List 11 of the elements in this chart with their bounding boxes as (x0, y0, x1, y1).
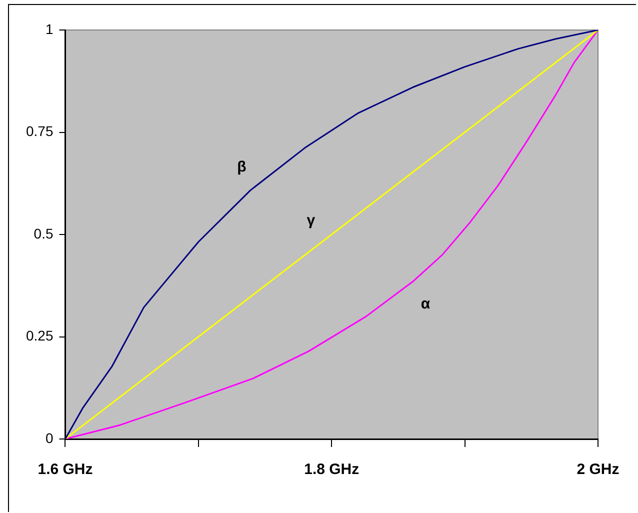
y-tick-label: 0.5 (34, 225, 54, 242)
x-tick-label: 1.6 GHz (38, 461, 93, 478)
y-tick-label: 0.25 (26, 328, 54, 344)
y-tick-label: 0 (45, 430, 54, 446)
series-label: β (237, 158, 246, 176)
series-label: α (420, 296, 431, 313)
x-tick-label: 2 GHz (576, 461, 620, 478)
series-label: γ (306, 212, 316, 229)
y-tick-label: 0.75 (26, 123, 54, 140)
x-tick-label: 1.8 GHz (304, 461, 360, 478)
y-tick-label: 1 (45, 20, 54, 37)
